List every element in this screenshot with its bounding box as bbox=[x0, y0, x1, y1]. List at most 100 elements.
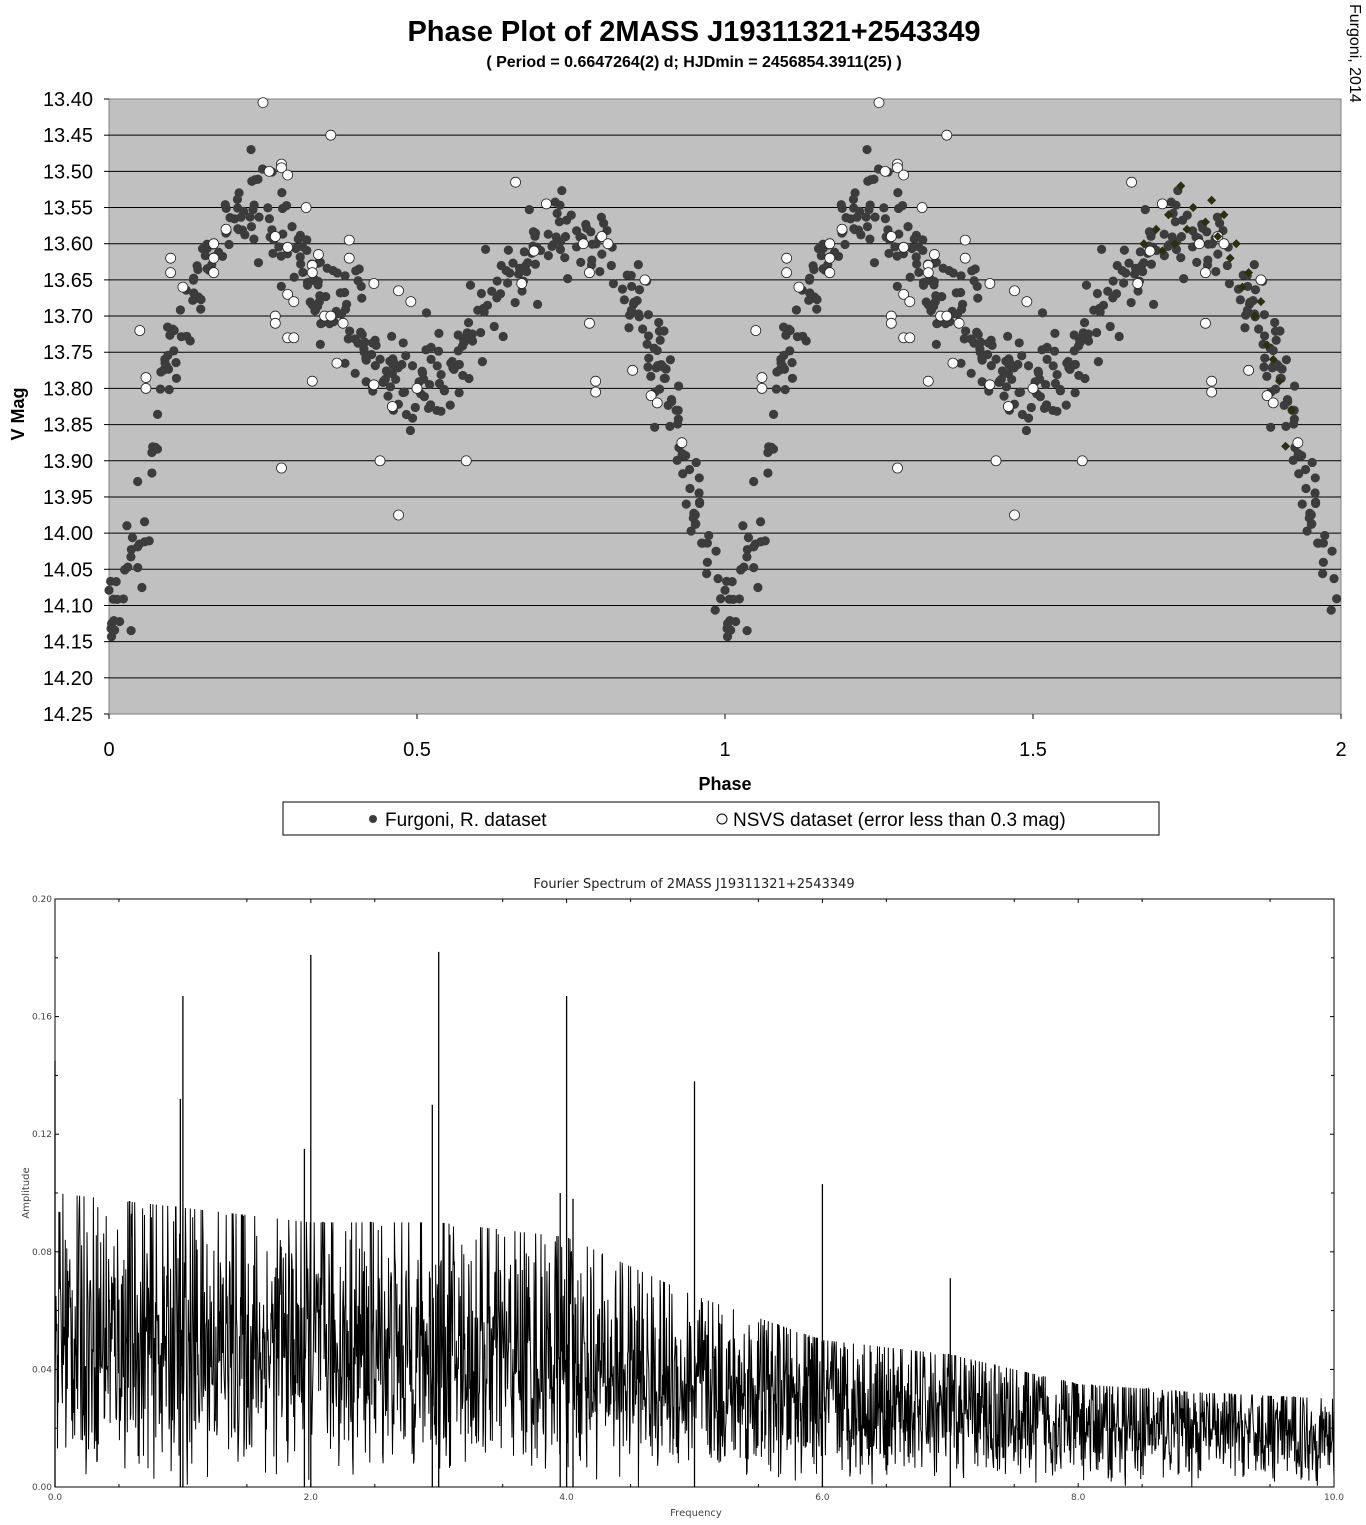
fourier-plot-x-label: Frequency bbox=[670, 1508, 722, 1519]
furgoni-point bbox=[126, 626, 136, 636]
furgoni-point bbox=[521, 267, 532, 277]
furgoni-point bbox=[1003, 368, 1013, 379]
nsvs-point bbox=[984, 379, 996, 391]
nsvs-point bbox=[824, 267, 836, 279]
furgoni-point bbox=[298, 267, 308, 278]
furgoni-point bbox=[967, 266, 977, 276]
furgoni-point bbox=[375, 354, 385, 364]
furgoni-point bbox=[749, 542, 759, 552]
furgoni-point bbox=[356, 327, 366, 337]
nsvs-point bbox=[1126, 176, 1137, 188]
furgoni-point bbox=[685, 483, 695, 494]
furgoni-point bbox=[232, 194, 243, 204]
furgoni-point bbox=[296, 259, 306, 269]
furgoni-point bbox=[956, 287, 966, 298]
furgoni-point bbox=[139, 517, 150, 527]
furgoni-point bbox=[1052, 370, 1062, 380]
diamond-point bbox=[1244, 268, 1254, 278]
furgoni-point bbox=[1124, 258, 1134, 268]
furgoni-point bbox=[1083, 329, 1093, 339]
furgoni-point bbox=[118, 594, 128, 604]
furgoni-point bbox=[576, 257, 586, 267]
nsvs-point bbox=[208, 252, 220, 264]
x-tick-label: 0.5 bbox=[403, 739, 431, 761]
furgoni-point bbox=[1070, 388, 1080, 398]
nsvs-point bbox=[140, 383, 152, 394]
furgoni-point bbox=[313, 276, 323, 287]
furgoni-point bbox=[476, 288, 486, 299]
furgoni-point bbox=[597, 249, 607, 259]
furgoni-point bbox=[398, 387, 408, 398]
furgoni-point bbox=[1318, 569, 1328, 579]
furgoni-point bbox=[155, 384, 165, 394]
furgoni-point bbox=[1095, 307, 1105, 317]
furgoni-point bbox=[1310, 488, 1320, 498]
furgoni-point bbox=[193, 264, 203, 275]
furgoni-point bbox=[171, 373, 182, 383]
furgoni-point bbox=[489, 321, 499, 332]
diamond-point bbox=[1200, 217, 1210, 227]
furgoni-point bbox=[383, 391, 393, 401]
nsvs-point bbox=[676, 437, 688, 449]
y-tick-label: 14.05 bbox=[43, 559, 93, 581]
nsvs-point bbox=[282, 241, 294, 253]
furgoni-point bbox=[724, 594, 734, 604]
nsvs-point bbox=[134, 325, 146, 336]
furgoni-point bbox=[268, 248, 278, 259]
furgoni-point bbox=[861, 212, 871, 222]
furgoni-point bbox=[1135, 247, 1145, 257]
nsvs-point bbox=[1009, 285, 1020, 297]
furgoni-point bbox=[972, 281, 982, 291]
furgoni-point bbox=[160, 358, 170, 368]
furgoni-point bbox=[1003, 331, 1013, 341]
furgoni-point bbox=[359, 344, 369, 354]
nsvs-point bbox=[824, 238, 836, 250]
diamond-point bbox=[1213, 231, 1223, 241]
furgoni-point bbox=[1061, 400, 1071, 410]
nsvs-point bbox=[306, 375, 318, 387]
furgoni-point bbox=[1270, 384, 1281, 394]
furgoni-point bbox=[397, 359, 407, 370]
nsvs-point bbox=[584, 267, 595, 279]
nsvs-point bbox=[756, 372, 768, 383]
furgoni-point bbox=[555, 244, 566, 255]
furgoni-point bbox=[749, 562, 759, 573]
furgoni-point bbox=[322, 263, 332, 273]
nsvs-point bbox=[140, 372, 152, 383]
y-tick-label: 13.90 bbox=[43, 451, 93, 473]
diamond-point bbox=[1207, 195, 1217, 205]
furgoni-point bbox=[388, 360, 398, 370]
furgoni-point bbox=[1001, 382, 1012, 392]
fourier-x-tick-label: 2.0 bbox=[304, 1493, 319, 1503]
furgoni-point bbox=[1004, 360, 1014, 370]
furgoni-point bbox=[1245, 297, 1255, 307]
furgoni-point bbox=[689, 510, 700, 520]
fourier-y-tick-label: 0.20 bbox=[32, 895, 52, 905]
furgoni-point bbox=[387, 368, 397, 379]
furgoni-point bbox=[343, 334, 353, 344]
nsvs-point bbox=[325, 310, 337, 322]
furgoni-point bbox=[627, 281, 637, 292]
furgoni-point bbox=[654, 317, 664, 328]
nsvs-point bbox=[793, 281, 805, 293]
furgoni-point bbox=[175, 305, 186, 315]
x-tick-label: 1 bbox=[719, 739, 730, 761]
furgoni-point bbox=[505, 268, 515, 278]
furgoni-point bbox=[1254, 324, 1264, 334]
furgoni-point bbox=[948, 268, 958, 278]
nsvs-point bbox=[953, 317, 965, 329]
furgoni-point bbox=[221, 203, 231, 213]
furgoni-point bbox=[1267, 363, 1277, 373]
furgoni-point bbox=[918, 235, 928, 245]
legend-label-nsvs: NSVS dataset (error less than 0.3 mag) bbox=[733, 810, 1066, 831]
furgoni-point bbox=[731, 616, 741, 627]
furgoni-point bbox=[532, 299, 543, 309]
furgoni-point bbox=[1318, 557, 1328, 567]
furgoni-point bbox=[1041, 379, 1051, 390]
furgoni-point bbox=[127, 533, 138, 543]
fourier-x-tick-label: 10.0 bbox=[1324, 1493, 1344, 1503]
fourier-y-tick-label: 0.04 bbox=[32, 1365, 52, 1375]
furgoni-point bbox=[665, 421, 675, 431]
furgoni-point bbox=[122, 521, 132, 531]
furgoni-point bbox=[189, 273, 199, 283]
